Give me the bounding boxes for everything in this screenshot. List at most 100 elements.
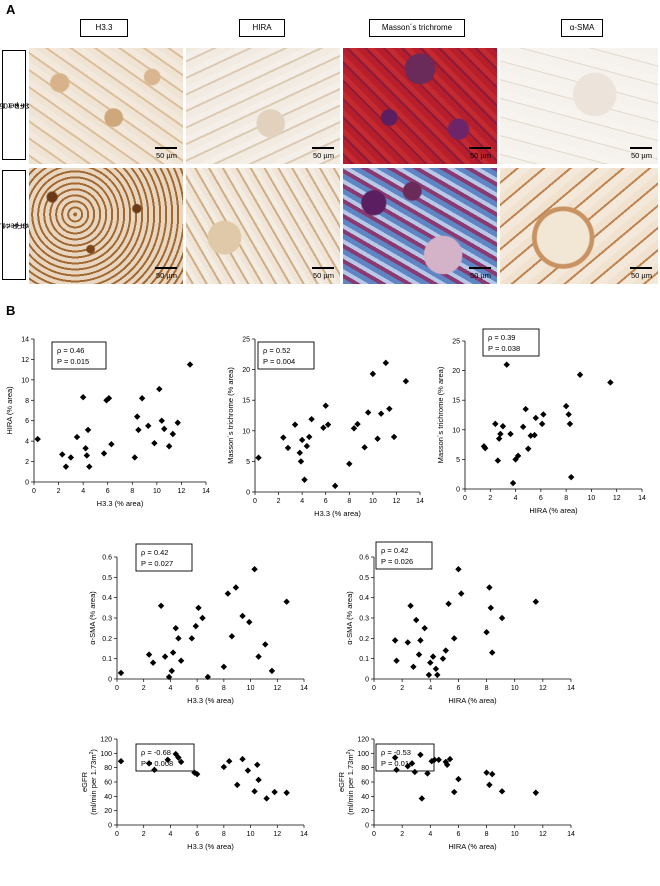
rho-label: ρ = 0.39 <box>488 333 515 342</box>
y-tick-label: 20 <box>242 367 250 374</box>
micrograph-h33-egfr-low: 50 µm <box>29 168 183 284</box>
data-point <box>232 584 240 591</box>
micrograph-hira-egfr-low: 50 µm <box>186 168 340 284</box>
y-tick-label: 10 <box>242 428 250 435</box>
panel-b-label: B <box>6 303 16 318</box>
data-point <box>489 770 496 778</box>
micrograph-trichrome-egfr-low: 50 µm <box>343 168 497 284</box>
data-point <box>283 598 290 605</box>
data-point <box>220 763 228 771</box>
x-tick-label: 2 <box>277 498 281 505</box>
y-tick-label: 8 <box>25 398 29 405</box>
rho-label: ρ = 0.52 <box>263 346 290 355</box>
data-point <box>498 788 506 795</box>
y-tick-label: 0 <box>246 490 250 497</box>
stats-box <box>375 541 433 570</box>
x-tick-label: 12 <box>273 685 281 692</box>
data-point <box>135 426 142 434</box>
scale-bar: 50 µm <box>155 267 177 280</box>
y-axis-label: α-SMA (% area) <box>345 591 354 645</box>
x-tick-label: 0 <box>372 831 376 838</box>
data-point <box>402 378 410 385</box>
data-point <box>246 618 253 626</box>
x-tick-label: 4 <box>168 831 172 838</box>
y-axis-label-unit: (ml/min per 1.73m2) <box>89 749 98 815</box>
y-tick-label: 100 <box>357 751 369 758</box>
x-axis-label: H3.3 (% area) <box>187 842 234 851</box>
data-point <box>306 433 313 441</box>
y-tick-label: 0 <box>25 480 29 487</box>
data-point <box>165 443 173 450</box>
data-point <box>566 420 574 428</box>
data-point <box>151 439 158 447</box>
data-point <box>117 669 125 677</box>
data-point <box>495 435 503 442</box>
x-tick-label: 8 <box>564 495 568 502</box>
data-point <box>73 433 81 441</box>
data-point <box>391 637 399 644</box>
x-tick-label: 10 <box>511 685 519 692</box>
data-point <box>532 414 539 422</box>
data-point <box>255 454 262 461</box>
scale-bar: 50 µm <box>469 147 491 160</box>
y-tick-label: 25 <box>452 339 460 346</box>
data-point <box>350 425 358 432</box>
y-axis-label-unit-end: ) <box>346 749 355 752</box>
data-point <box>320 424 327 431</box>
y-tick-label: 0 <box>456 487 460 494</box>
data-point <box>175 635 182 642</box>
data-point <box>177 758 185 766</box>
data-point <box>156 385 163 393</box>
data-point <box>514 452 522 460</box>
data-point <box>172 624 179 632</box>
data-point <box>487 604 494 612</box>
data-point <box>268 667 276 675</box>
data-point <box>393 766 400 774</box>
data-point <box>434 671 441 679</box>
data-point <box>193 770 201 778</box>
data-point <box>86 463 93 470</box>
p-value-label: P = 0.004 <box>263 357 295 366</box>
y-tick-label: 0.2 <box>102 636 112 643</box>
data-point <box>228 633 236 640</box>
data-point <box>134 413 141 420</box>
scatter-chart-1: 0 2 4 6 8 10 12 14 0 2 4 6 8 10 12 14 H3.3 (% area) HIRA … <box>5 337 210 509</box>
x-tick-label: 0 <box>115 831 119 838</box>
data-point <box>172 750 179 758</box>
data-point <box>284 444 292 452</box>
scale-bar: 50 µm <box>312 147 334 160</box>
data-point <box>458 590 465 597</box>
x-tick-label: 12 <box>539 685 547 692</box>
data-point <box>169 649 177 656</box>
column-header-hira: HIRA <box>239 19 285 37</box>
data-point <box>451 635 458 642</box>
data-point <box>497 430 504 438</box>
panel-a-label: A <box>6 2 16 17</box>
data-point <box>492 420 499 428</box>
x-tick-label: 4 <box>428 831 432 838</box>
data-point <box>138 395 146 402</box>
data-point <box>525 445 532 452</box>
stats-box <box>482 328 540 357</box>
data-point <box>527 432 534 439</box>
y-tick-label: 40 <box>104 794 112 801</box>
data-point <box>509 479 517 487</box>
data-point <box>291 421 299 428</box>
data-point <box>429 653 437 660</box>
scatter-chart-4: 0 2 4 6 8 10 12 14 0 0.1 0.2 0.3 0.4 0.5 0.6 H3.3 (% ar… <box>88 543 308 705</box>
y-tick-label: 0.3 <box>359 616 369 623</box>
x-tick-label: 14 <box>300 685 308 692</box>
x-tick-label: 2 <box>142 831 146 838</box>
y-tick-label: 120 <box>357 737 369 744</box>
y-tick-label: 20 <box>104 808 112 815</box>
data-point <box>83 452 91 459</box>
data-point <box>424 770 431 777</box>
data-point <box>499 423 507 430</box>
data-point <box>283 789 290 796</box>
y-tick-label: 10 <box>452 427 460 434</box>
y-tick-label: 40 <box>361 794 369 801</box>
data-point <box>161 653 169 660</box>
data-point <box>251 788 258 795</box>
x-tick-label: 8 <box>485 831 489 838</box>
data-point <box>186 361 194 368</box>
